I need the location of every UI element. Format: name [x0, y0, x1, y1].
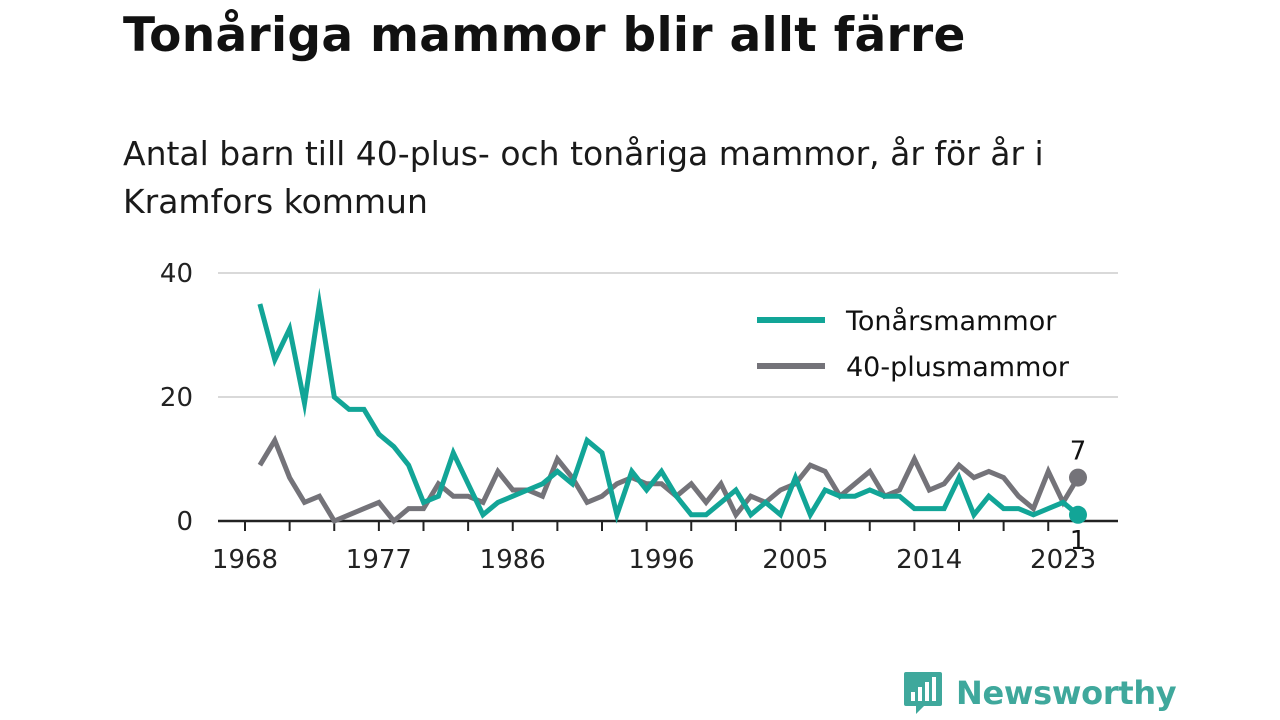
brand-name: Newsworthy — [956, 674, 1177, 712]
x-tick-label-2014: 2014 — [896, 545, 962, 575]
y-tick-label-40: 40 — [160, 259, 193, 289]
y-tick-label-0: 0 — [176, 507, 193, 537]
chart-subtitle: Antal barn till 40-plus- och tonåriga ma… — [123, 134, 1044, 221]
newsworthy-logo-icon — [904, 672, 942, 714]
x-tick-label-2023: 2023 — [1030, 545, 1096, 575]
x-tick-label-1968: 1968 — [212, 545, 278, 575]
legend-background — [750, 288, 1120, 396]
y-axis: 0 20 40 — [160, 259, 193, 537]
legend-label-40-plusmammor: 40-plusmammor — [846, 352, 1070, 383]
end-points — [1069, 468, 1087, 524]
x-tick-label-1986: 1986 — [480, 545, 546, 575]
end-labels: 71 — [1070, 437, 1087, 556]
end-point-40-plusmammor — [1069, 468, 1087, 487]
x-axis: 1968 1977 1986 1996 2005 2014 2023 — [212, 519, 1118, 575]
newsworthy-logo: Newsworthy — [902, 670, 1177, 716]
x-tick-label-1996: 1996 — [628, 545, 694, 575]
x-tick-label-2005: 2005 — [762, 545, 828, 575]
chart-title: Tonåriga mammor blir allt färre — [123, 8, 966, 63]
grid-lines — [218, 272, 1118, 398]
series-line-tonarsmammor — [257, 287, 1080, 524]
series-line-40-plusmammor — [257, 434, 1081, 525]
end-label-tonarsmammor: 1 — [1070, 526, 1087, 556]
series-lines — [257, 287, 1081, 525]
legend: Tonårsmammor 40-plusmammor — [750, 288, 1120, 396]
x-tick-label-1977: 1977 — [346, 545, 412, 575]
legend-label-tonarsmammor: Tonårsmammor — [845, 306, 1057, 337]
end-point-tonarsmammor — [1069, 505, 1087, 524]
y-tick-label-20: 20 — [160, 383, 193, 413]
end-label-40-plusmammor: 7 — [1070, 437, 1087, 467]
